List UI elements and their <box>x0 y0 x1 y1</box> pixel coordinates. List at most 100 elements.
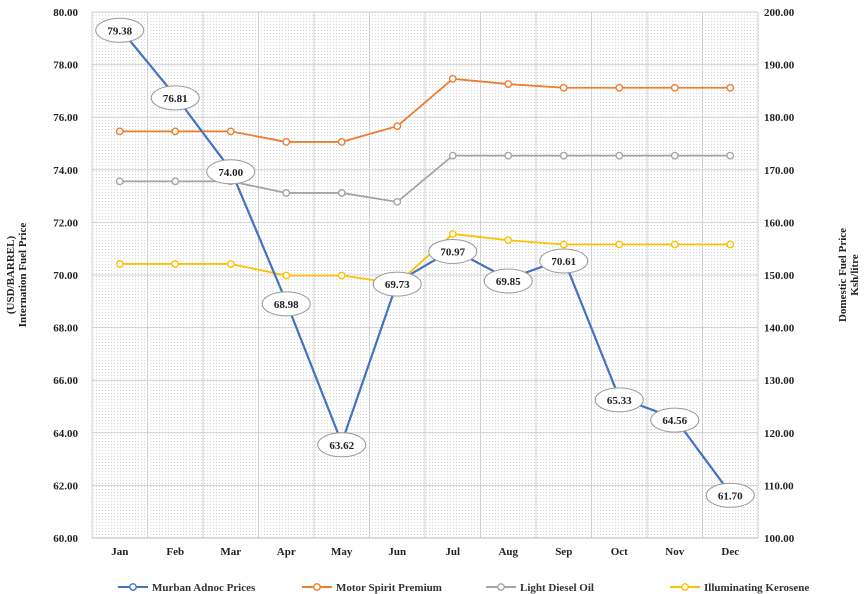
data-label: 65.33 <box>607 395 632 407</box>
left-tick-label: 80.00 <box>53 7 78 19</box>
right-tick-label: 160.00 <box>764 217 795 229</box>
x-tick-label: Oct <box>611 546 628 558</box>
data-label-bubble <box>206 159 256 185</box>
data-point-illuminating-kerosene <box>559 240 568 249</box>
x-tick-label: Jan <box>111 546 128 558</box>
data-label: 69.85 <box>496 276 521 288</box>
series-line-motor-spirit-premium <box>119 77 731 143</box>
data-label: 70.97 <box>440 246 465 258</box>
legend-marker <box>313 583 321 591</box>
right-tick-label: 120.00 <box>764 428 795 440</box>
data-point-motor-spirit-premium <box>559 83 568 92</box>
left-tick-label: 64.00 <box>53 428 78 440</box>
data-point-light-diesel-oil <box>559 151 568 160</box>
data-point-motor-spirit-premium <box>726 83 735 92</box>
x-tick-label: Nov <box>665 546 684 558</box>
right-tick-label: 140.00 <box>764 323 795 335</box>
x-tick-label: Aug <box>498 546 518 558</box>
data-point-light-diesel-oil <box>670 151 679 160</box>
data-point-motor-spirit-premium <box>393 122 402 131</box>
data-point-illuminating-kerosene <box>670 240 679 249</box>
data-point-light-diesel-oil <box>115 177 124 186</box>
right-axis-title-line: Domestic Fuel Price <box>837 228 849 322</box>
right-axis-title-line: Ksh/litre <box>849 254 861 295</box>
right-tick-label: 190.00 <box>764 60 795 72</box>
right-tick-label: 200.00 <box>764 7 795 19</box>
data-label: 68.98 <box>274 299 299 311</box>
left-tick-label: 62.00 <box>53 480 78 492</box>
data-label-bubble <box>428 238 478 264</box>
x-tick-label: Jun <box>388 546 406 558</box>
right-tick-label: 130.00 <box>764 375 795 387</box>
data-label-bubble <box>483 268 533 294</box>
left-axis-ticks: 60.00 62.00 64.00 66.00 68.00 70.00 72.00 74.00… <box>53 7 78 545</box>
legend-label: Murban Adnoc Prices <box>152 582 256 594</box>
x-tick-label: Mar <box>220 546 241 558</box>
data-point-motor-spirit-premium <box>115 127 124 136</box>
data-point-light-diesel-oil <box>171 177 180 186</box>
data-point-illuminating-kerosene <box>282 271 291 280</box>
legend-marker <box>681 583 689 591</box>
data-point-motor-spirit-premium <box>226 127 235 136</box>
right-tick-label: 110.00 <box>764 480 794 492</box>
left-axis-title-line: Internation Fuel Price <box>17 223 29 328</box>
data-point-illuminating-kerosene <box>726 240 735 249</box>
x-tick-label: Jul <box>445 546 460 558</box>
left-axis-title-line: (USD/BARREL) <box>5 236 17 315</box>
left-tick-label: 78.00 <box>53 60 78 72</box>
x-tick-label: May <box>331 546 353 558</box>
left-tick-label: 60.00 <box>53 533 78 545</box>
left-tick-label: 72.00 <box>53 217 78 229</box>
data-label-bubble <box>650 407 700 433</box>
data-point-motor-spirit-premium <box>670 83 679 92</box>
legend-marker <box>497 583 505 591</box>
data-point-light-diesel-oil <box>448 151 457 160</box>
right-tick-label: 100.00 <box>764 533 795 545</box>
series-line-illuminating-kerosene <box>119 233 731 285</box>
data-point-motor-spirit-premium <box>448 74 457 83</box>
data-point-motor-spirit-premium <box>337 138 346 146</box>
data-point-motor-spirit-premium <box>615 83 624 92</box>
left-tick-label: 74.00 <box>53 165 78 177</box>
data-label-bubble <box>317 432 367 458</box>
legend-label: Motor Spirit Premium <box>336 582 442 594</box>
data-label-layer: 79.38 76.81 74.00 68.98 63.62 69.73 70.97 69.85… <box>95 17 755 508</box>
data-label-bubble <box>594 387 644 413</box>
x-tick-label: Feb <box>166 546 184 558</box>
left-axis-title: (USD/BARREL) Internation Fuel Price <box>5 223 29 328</box>
data-label-bubble <box>705 482 755 508</box>
data-point-motor-spirit-premium <box>171 127 180 136</box>
data-label-bubble <box>539 248 589 274</box>
data-point-illuminating-kerosene <box>171 260 180 268</box>
data-point-motor-spirit-premium <box>504 80 513 88</box>
data-label-bubble <box>150 85 200 111</box>
data-point-illuminating-kerosene <box>115 260 124 268</box>
data-label-bubble <box>95 17 145 43</box>
data-point-light-diesel-oil <box>337 189 346 197</box>
data-label: 70.61 <box>551 256 576 268</box>
data-label-bubble <box>372 271 422 297</box>
left-tick-label: 66.00 <box>53 375 78 387</box>
left-tick-label: 76.00 <box>53 112 78 124</box>
legend-label: Light Diesel Oil <box>520 582 594 594</box>
data-point-illuminating-kerosene <box>504 236 513 245</box>
right-axis-ticks: 100.00 110.00 120.00 130.00 140.00 150.00 160.… <box>764 7 795 545</box>
legend-marker <box>129 583 137 591</box>
legend-label: Illuminating Kerosene <box>704 582 809 594</box>
data-point-illuminating-kerosene <box>226 260 235 268</box>
data-label: 79.38 <box>107 25 132 37</box>
data-point-light-diesel-oil <box>504 151 513 160</box>
right-axis-title: Domestic Fuel Price Ksh/litre <box>837 228 861 322</box>
data-point-light-diesel-oil <box>615 151 624 160</box>
x-tick-label: Sep <box>555 546 572 558</box>
data-label-bubble <box>261 291 311 317</box>
x-axis-ticks: Jan Feb Mar Apr May Jun Jul Aug Sep Oct Nov Dec <box>111 546 739 558</box>
data-point-illuminating-kerosene <box>615 240 624 249</box>
data-point-illuminating-kerosene <box>448 230 457 238</box>
data-label: 74.00 <box>218 167 243 179</box>
data-label: 69.73 <box>385 279 410 291</box>
data-label: 61.70 <box>718 490 743 502</box>
left-tick-label: 70.00 <box>53 270 78 282</box>
